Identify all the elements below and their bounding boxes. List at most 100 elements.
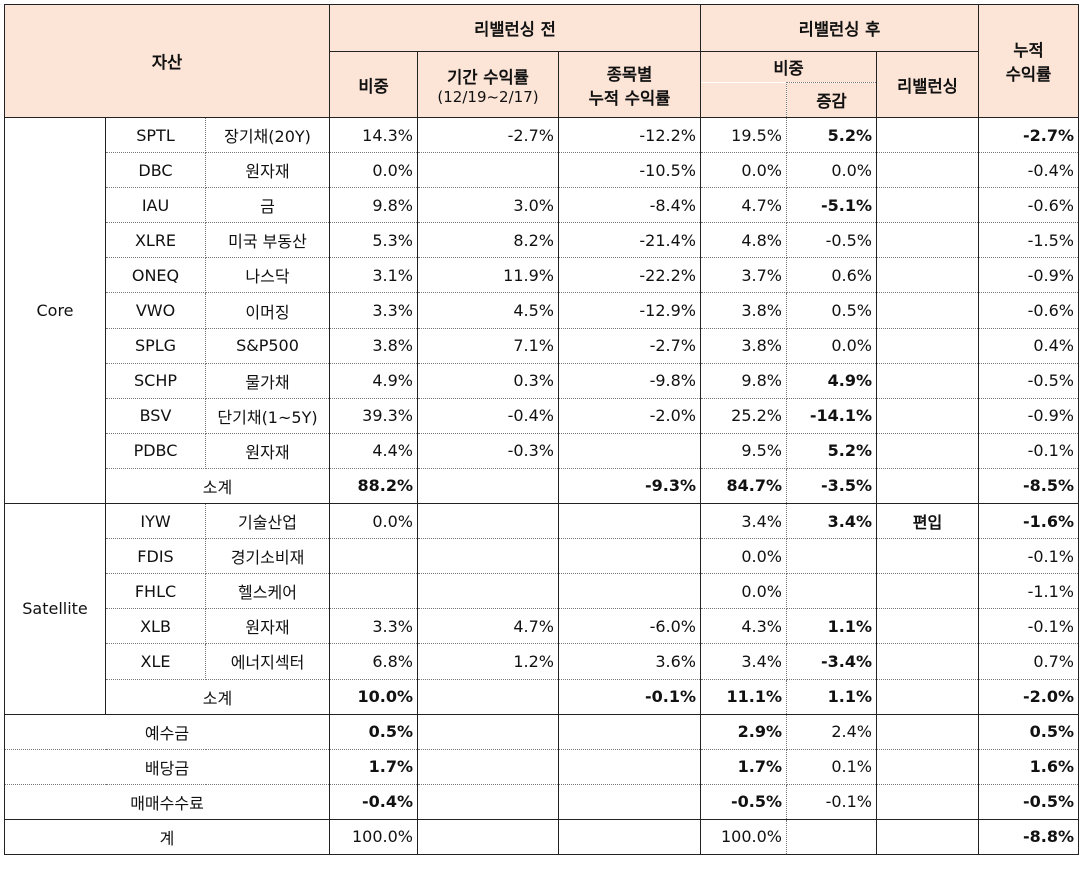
total-cumulative-return-cell: -8.8% [978, 819, 1079, 855]
rebalancing-cell [876, 608, 979, 645]
cumulative-return-cell: -0.5% [978, 363, 1079, 399]
other-item-return-cell [558, 714, 701, 750]
rebalancing-cell [876, 152, 979, 189]
period-return-cell: 1.2% [417, 643, 559, 680]
period-return-cell: -0.4% [417, 398, 559, 434]
rebalancing-cell [876, 117, 979, 154]
header-weight-before: 비중 [329, 51, 418, 118]
weight-before-cell: 0.0% [329, 152, 418, 189]
table-row: DBC 원자재 0.0% -10.5% 0.0% 0.0% -0.4% [5, 152, 1079, 189]
other-weight-before-cell: 1.7% [329, 749, 418, 785]
subtotal-row: 소계 88.2% -9.3% 84.7% -3.5% -8.5% [5, 468, 1079, 505]
weight-before-cell: 6.8% [329, 643, 418, 680]
cumulative-return-cell: -0.1% [978, 433, 1079, 469]
total-rebalancing-cell [876, 819, 979, 855]
asset-name-cell: 경기소비재 [205, 538, 330, 575]
table-row: SCHP 물가채 4.9% 0.3% -9.8% 9.8% 4.9% -0.5% [5, 363, 1079, 399]
cumulative-return-cell: -1.1% [978, 573, 1079, 610]
period-return-cell: -0.3% [417, 433, 559, 469]
total-weight-after-cell: 100.0% [700, 819, 787, 855]
other-row: 배당금 1.7% 1.7% 0.1% 1.6% [4, 749, 1079, 785]
change-cell: 5.2% [786, 117, 877, 154]
item-return-cell: -2.7% [558, 328, 701, 364]
header-period-return-line2: (12/19~2/17) [437, 87, 539, 106]
table-header: 자산 리밸런싱 전 리밸런싱 후 누적 수익률 비중 기간 수익률 (12/19… [4, 4, 1079, 118]
change-cell: 0.6% [786, 257, 877, 294]
cumulative-return-cell: -2.7% [978, 117, 1079, 154]
change-cell: 0.0% [786, 328, 877, 364]
rebalancing-cell [876, 292, 979, 329]
subtotal-label: 소계 [105, 468, 330, 505]
cumulative-return-cell: -0.6% [978, 187, 1079, 224]
rebalancing-cell [876, 187, 979, 224]
cumulative-return-cell: -0.1% [978, 608, 1079, 645]
item-return-cell: -2.0% [558, 398, 701, 434]
subtotal-item-return-cell: -0.1% [558, 679, 701, 715]
rebalancing-cell [876, 328, 979, 364]
cumulative-return-cell: -0.4% [978, 152, 1079, 189]
weight-after-cell: 4.3% [700, 608, 787, 645]
header-asset: 자산 [4, 4, 330, 118]
asset-name-cell: 미국 부동산 [205, 222, 330, 259]
asset-name-cell: 원자재 [205, 152, 330, 189]
change-cell: -5.1% [786, 187, 877, 224]
weight-after-cell: 3.8% [700, 292, 787, 329]
period-return-cell: 0.3% [417, 363, 559, 399]
item-return-cell [558, 433, 701, 469]
header-item-return-line1: 종목별 [606, 64, 653, 84]
ticker-cell: FHLC [105, 573, 206, 610]
weight-after-cell: 3.8% [700, 328, 787, 364]
asset-name-cell: 헬스케어 [205, 573, 330, 610]
change-cell: 0.5% [786, 292, 877, 329]
asset-name-cell: 장기채(20Y) [205, 117, 330, 154]
change-cell: 5.2% [786, 433, 877, 469]
asset-name-cell: 단기채(1~5Y) [205, 398, 330, 434]
table-row: XLRE 미국 부동산 5.3% 8.2% -21.4% 4.8% -0.5% -1.5% [5, 222, 1079, 259]
subtotal-item-return-cell: -9.3% [558, 468, 701, 505]
cumulative-return-cell: -0.9% [978, 398, 1079, 434]
rebalancing-table: 자산 리밸런싱 전 리밸런싱 후 누적 수익률 비중 기간 수익률 (12/19… [4, 4, 1079, 855]
period-return-cell: 7.1% [417, 328, 559, 364]
ticker-cell: FDIS [105, 538, 206, 575]
other-weight-before-cell: 0.5% [329, 714, 418, 750]
group-label: Core [4, 117, 106, 505]
ticker-cell: IYW [105, 503, 206, 540]
other-rebalancing-cell [876, 749, 979, 785]
header-cumulative-line2: 수익률 [1005, 65, 1052, 84]
period-return-cell [417, 152, 559, 189]
ticker-cell: ONEQ [105, 257, 206, 294]
table-row: VWO 이머징 3.3% 4.5% -12.9% 3.8% 0.5% -0.6% [5, 292, 1079, 329]
cumulative-return-cell: -1.6% [978, 503, 1079, 540]
asset-name-cell: 에너지섹터 [205, 643, 330, 680]
change-cell: 3.4% [786, 503, 877, 540]
other-rebalancing-cell [876, 784, 979, 820]
item-return-cell: 3.6% [558, 643, 701, 680]
other-row-label: 매매수수료 [4, 784, 330, 820]
other-weight-after-cell: 1.7% [700, 749, 787, 785]
change-cell: -14.1% [786, 398, 877, 434]
item-return-cell [558, 538, 701, 575]
table-row: PDBC 원자재 4.4% -0.3% 9.5% 5.2% -0.1% [5, 433, 1079, 469]
change-cell [786, 538, 877, 575]
other-rebalancing-cell [876, 714, 979, 750]
other-period-return-cell [417, 749, 559, 785]
ticker-cell: PDBC [105, 433, 206, 469]
ticker-cell: VWO [105, 292, 206, 329]
cumulative-return-cell: -1.5% [978, 222, 1079, 259]
weight-after-cell: 3.4% [700, 643, 787, 680]
total-label: 계 [4, 819, 330, 855]
period-return-cell: 3.0% [417, 187, 559, 224]
other-cumulative-return-cell: 0.5% [978, 714, 1079, 750]
asset-name-cell: 원자재 [205, 608, 330, 645]
group-label: Satellite [4, 503, 106, 715]
weight-before-cell: 39.3% [329, 398, 418, 434]
weight-after-cell: 19.5% [700, 117, 787, 154]
asset-name-cell: S&P500 [205, 328, 330, 364]
weight-before-cell [329, 573, 418, 610]
ticker-cell: XLB [105, 608, 206, 645]
total-change-cell [786, 819, 877, 855]
subtotal-change-cell: -3.5% [786, 468, 877, 505]
cumulative-return-cell: 0.4% [978, 328, 1079, 364]
change-cell [786, 573, 877, 610]
table-row: XLB 원자재 3.3% 4.7% -6.0% 4.3% 1.1% -0.1% [5, 608, 1079, 645]
